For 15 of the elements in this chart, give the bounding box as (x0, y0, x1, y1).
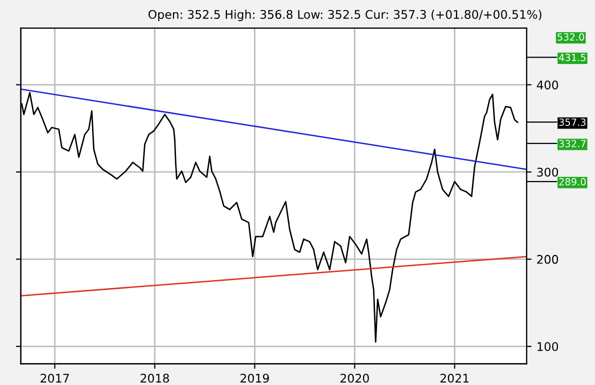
text: 532.0 (558, 33, 584, 41)
x-tick-label: 2018 (140, 374, 169, 383)
x-tick-label: 2017 (40, 374, 69, 383)
y2-tick-label: 332.7 (559, 140, 586, 148)
y-tick-label: 300 (537, 168, 558, 177)
chart-subtitle: Open: 352.5 High: 356.8 Low: 352.5 Cur: 357.3 (+01.80/+00.51%) (148, 10, 542, 22)
y-tick-label: 400 (536, 80, 558, 90)
y-tick-label: 100 (538, 342, 558, 352)
y2-tick-label: 357.3 (559, 118, 586, 126)
x-tick-label: 2021 (440, 374, 469, 383)
y-tick-label: 200 (537, 254, 558, 264)
y2-tick-label: 289.0 (559, 178, 586, 186)
y2-tick-label: 431.5 (558, 54, 586, 62)
x-tick-label: 2020 (340, 374, 369, 383)
x-tick-label: 2019 (240, 374, 269, 383)
